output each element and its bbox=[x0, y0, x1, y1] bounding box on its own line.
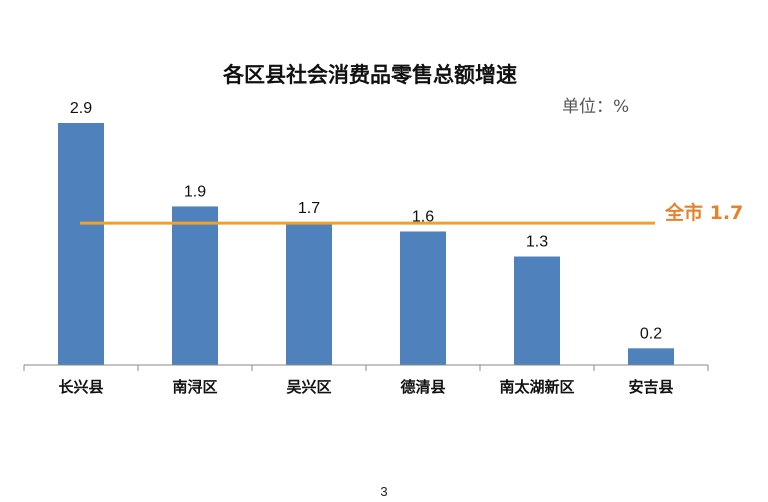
x-axis-label: 南太湖新区 bbox=[499, 378, 574, 396]
bar-6 bbox=[628, 348, 674, 365]
x-axis-label: 南浔区 bbox=[172, 378, 217, 396]
bar-2 bbox=[172, 206, 218, 365]
bar-3 bbox=[286, 223, 332, 365]
bar-1 bbox=[58, 123, 104, 365]
data-label: 1.9 bbox=[184, 183, 206, 200]
data-label: 1.3 bbox=[526, 234, 548, 251]
data-label: 1.6 bbox=[412, 208, 434, 225]
x-axis-label: 安吉县 bbox=[628, 378, 673, 396]
unit-label: 单位：% bbox=[562, 97, 629, 117]
bar-4 bbox=[400, 231, 446, 365]
chart-title: 各区县社会消费品零售总额增速 bbox=[222, 63, 517, 87]
data-labels: 2.9 1.9 1.7 1.6 1.3 0.2 bbox=[70, 100, 662, 342]
bars bbox=[58, 123, 674, 365]
x-axis-label: 德清县 bbox=[400, 378, 445, 396]
x-axis-ticks bbox=[23, 365, 709, 371]
data-label: 1.7 bbox=[298, 200, 320, 217]
x-axis-label: 长兴县 bbox=[58, 378, 103, 396]
data-label: 2.9 bbox=[70, 100, 92, 117]
page-number: 3 bbox=[380, 484, 388, 499]
bar-5 bbox=[514, 256, 560, 365]
x-axis-label: 吴兴区 bbox=[286, 378, 331, 396]
data-label: 0.2 bbox=[640, 325, 662, 342]
reference-line-label: 全市 1.7 bbox=[664, 201, 743, 224]
x-axis-labels: 长兴县 南浔区 吴兴区 德清县 南太湖新区 安吉县 bbox=[58, 378, 673, 396]
